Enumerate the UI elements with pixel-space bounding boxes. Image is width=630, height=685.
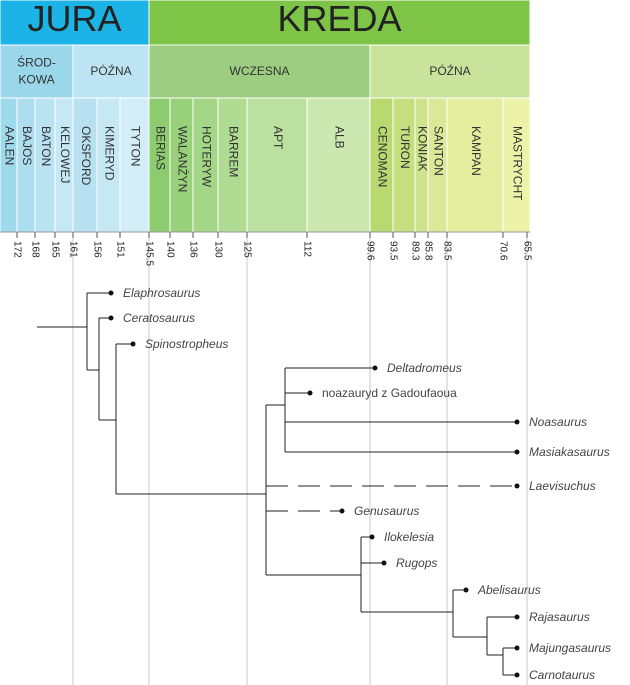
taxon-dot xyxy=(108,290,114,296)
taxon-dot xyxy=(514,419,520,425)
taxon-label: Ilokelesia xyxy=(384,530,434,544)
taxon-dot xyxy=(108,315,114,321)
stage-label: HOTERYW xyxy=(199,126,213,188)
taxon-label: noazauryd z Gadoufaoua xyxy=(322,386,457,400)
stage-box xyxy=(217,97,248,233)
epoch-label: WCZESNA xyxy=(230,64,290,78)
stage-label: MASTRYCHT xyxy=(510,126,524,201)
taxon-label: Rugops xyxy=(396,556,437,570)
taxon-dot xyxy=(463,587,469,593)
epoch-label: PÓŹNA xyxy=(90,63,131,78)
tick-label: 165 xyxy=(49,241,60,258)
taxon-dot xyxy=(339,508,345,514)
taxon-label: Laevisuchus xyxy=(529,479,596,493)
period-box xyxy=(148,0,531,46)
taxon-dot xyxy=(514,483,520,489)
stage-label: BARREM xyxy=(226,126,240,177)
stage-label: BAJOS xyxy=(20,126,34,165)
stage-label: BATON xyxy=(39,126,53,166)
taxon-dot xyxy=(372,365,378,371)
stage-box xyxy=(446,97,504,233)
stage-label: KONIAK xyxy=(415,126,429,171)
tick-label: 161 xyxy=(67,241,78,258)
epoch-label: PÓŹNA xyxy=(429,63,470,78)
tick-label: 145.5 xyxy=(143,241,154,266)
epoch-label: KOWA xyxy=(18,73,54,87)
taxon-label: Genusaurus xyxy=(354,504,419,518)
stage-label: WALANŻYN xyxy=(175,126,189,192)
taxon-label: Spinostropheus xyxy=(145,337,228,351)
stage-box xyxy=(192,97,219,233)
tick-label: 70.6 xyxy=(497,241,508,261)
tick-label: 151 xyxy=(114,241,125,258)
stage-label: CENOMAN xyxy=(375,126,389,187)
tick-label: 140 xyxy=(164,241,175,258)
stage-box xyxy=(306,97,371,233)
taxon-label: Deltadromeus xyxy=(387,361,462,375)
tick-label: 83.5 xyxy=(441,241,452,261)
stage-label: TURON xyxy=(398,126,412,169)
taxon-dot xyxy=(514,449,520,455)
taxon-dot xyxy=(514,672,520,678)
taxon-dot xyxy=(514,645,520,651)
taxon-dot xyxy=(307,390,313,396)
taxon-label: Elaphrosaurus xyxy=(123,286,200,300)
stage-box xyxy=(119,97,150,233)
taxon-dot xyxy=(514,614,520,620)
tick-label: 136 xyxy=(187,241,198,258)
tick-label: 130 xyxy=(212,241,223,258)
stage-box xyxy=(246,97,308,233)
stage-label: KAMPAN xyxy=(469,126,483,176)
tick-label: 172 xyxy=(11,241,22,258)
stage-label: KELOWEJ xyxy=(58,126,72,183)
taxon-dot xyxy=(381,560,387,566)
epoch-box xyxy=(0,44,74,99)
stage-label: APT xyxy=(271,126,285,150)
tick-label: 85.8 xyxy=(422,241,433,261)
tick-label: 99.6 xyxy=(364,241,375,261)
taxon-label: Masiakasaurus xyxy=(529,445,610,459)
stage-label: SANTON xyxy=(431,126,445,176)
taxon-label: Ceratosaurus xyxy=(123,311,195,325)
stage-box xyxy=(502,97,531,233)
stage-label: ALB xyxy=(332,126,346,149)
stage-label: AALEN xyxy=(2,126,16,165)
taxon-dot xyxy=(369,534,375,540)
tick-label: 168 xyxy=(29,241,40,258)
period-label: KREDA xyxy=(277,0,401,39)
epoch-label: ŚROD- xyxy=(17,55,56,70)
stage-label: TYTON xyxy=(128,126,142,166)
tick-label: 156 xyxy=(91,241,102,258)
taxon-label: Abelisaurus xyxy=(477,583,541,597)
tick-label: 93.5 xyxy=(387,241,398,261)
stage-label: KIMERYD xyxy=(102,126,116,181)
taxon-dot xyxy=(130,341,136,347)
stage-label: BERIAS xyxy=(153,126,167,170)
tick-label: 89.3 xyxy=(409,241,420,261)
taxon-label: Majungasaurus xyxy=(529,641,611,655)
taxon-label: Carnotaurus xyxy=(529,668,595,682)
taxon-label: Noasaurus xyxy=(529,415,587,429)
period-label: JURA xyxy=(27,0,121,39)
tick-label: 112 xyxy=(301,241,312,257)
tick-label: 65.5 xyxy=(521,241,532,261)
taxon-label: Rajasaurus xyxy=(529,610,590,624)
tick-label: 125 xyxy=(241,241,252,258)
stage-label: OKSFORD xyxy=(79,126,93,186)
epoch-box xyxy=(148,44,371,99)
epoch-box xyxy=(369,44,531,99)
